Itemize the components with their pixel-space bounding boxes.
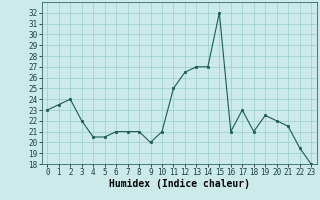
X-axis label: Humidex (Indice chaleur): Humidex (Indice chaleur)	[109, 179, 250, 189]
